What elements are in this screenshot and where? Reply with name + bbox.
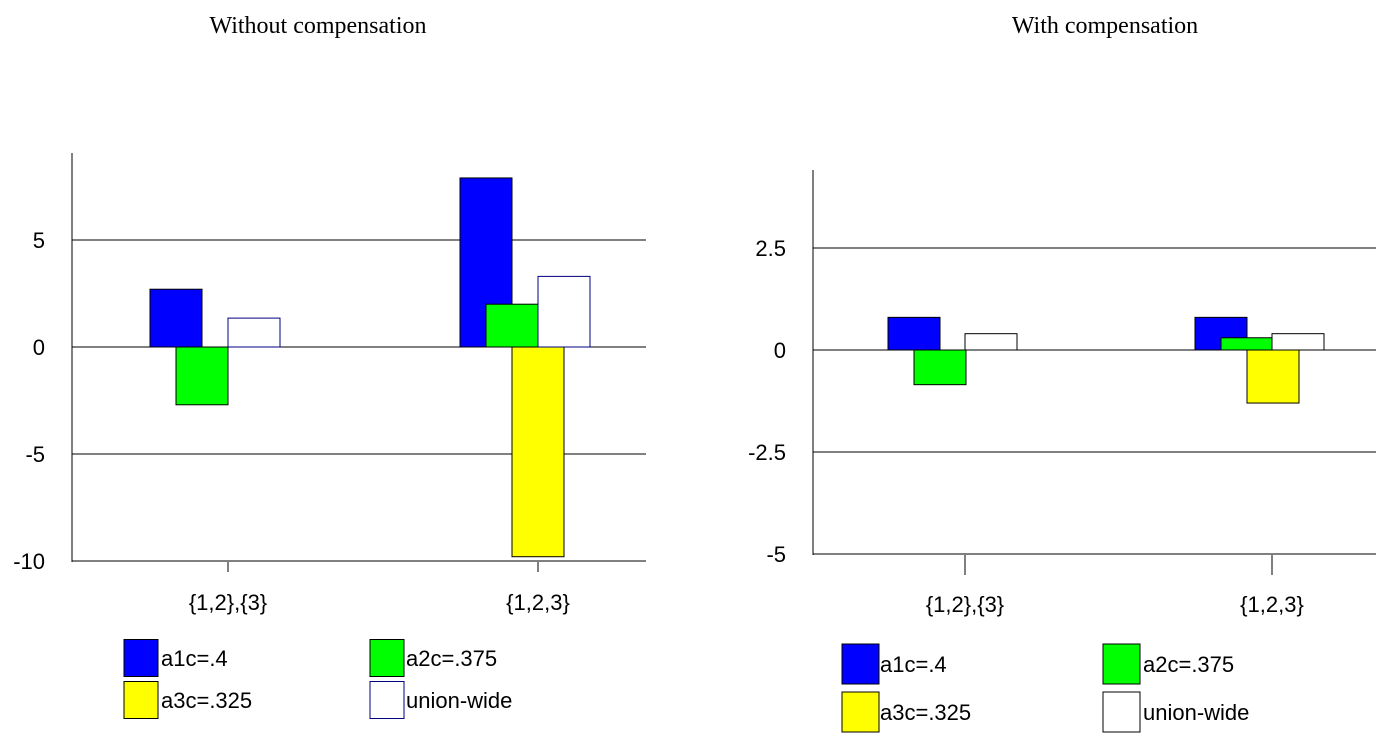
y-tick-label: 2.5 [755,236,786,261]
y-tick-label: -5 [25,442,45,467]
legend-label: a2c=.375 [406,646,497,671]
legend-swatch [1103,644,1140,684]
bar-union-wide-1 [538,276,590,347]
legend-swatch [370,682,404,719]
legend-label: union-wide [1143,700,1249,725]
y-tick-label: 0 [33,335,45,360]
legend-swatch [124,640,158,677]
legend-label: a1c=.4 [880,652,947,677]
bar-a2c-375-1 [486,304,538,347]
bar-a2c-375-0 [176,347,228,405]
bar-a1c-4-0 [150,289,202,347]
legend-swatch [842,644,879,684]
x-tick-label: {1,2,3} [506,590,570,615]
y-tick-label: -2.5 [748,440,786,465]
legend-swatch [124,682,158,719]
legend-label: a3c=.325 [880,700,971,725]
y-tick-label: -10 [13,549,45,574]
y-tick-label: -5 [766,542,786,567]
bar-a3c-325-1 [1247,350,1299,403]
right-chart: With compensation 2.5 0 -2.5 -5 {1,2},{3} {1,2… [748,13,1376,732]
legend-swatch [370,640,404,677]
bar-union-wide-0 [965,334,1017,350]
bar-union-wide-0 [228,318,280,347]
y-tick-label: 0 [774,338,786,363]
bar-a3c-325-1 [512,347,564,557]
bar-a2c-375-1 [1221,338,1273,350]
bar-a1c-4-0 [888,317,940,350]
x-tick-label: {1,2,3} [1240,592,1304,617]
bar-a2c-375-0 [914,350,966,385]
bar-union-wide-1 [1272,334,1324,350]
left-chart: Without compensation 5 0 -5 -10 {1,2},{3} {1,2… [13,13,646,719]
chart-title: Without compensation [210,13,427,39]
x-tick-label: {1,2},{3} [926,592,1004,617]
chart-title: With compensation [1012,13,1198,39]
legend-label: a1c=.4 [161,646,228,671]
legend-label: union-wide [406,688,512,713]
x-tick-label: {1,2},{3} [189,590,267,615]
legend-label: a3c=.325 [161,688,252,713]
legend-swatch [842,692,879,732]
y-tick-label: 5 [33,228,45,253]
legend-swatch [1103,692,1140,732]
legend-label: a2c=.375 [1143,652,1234,677]
